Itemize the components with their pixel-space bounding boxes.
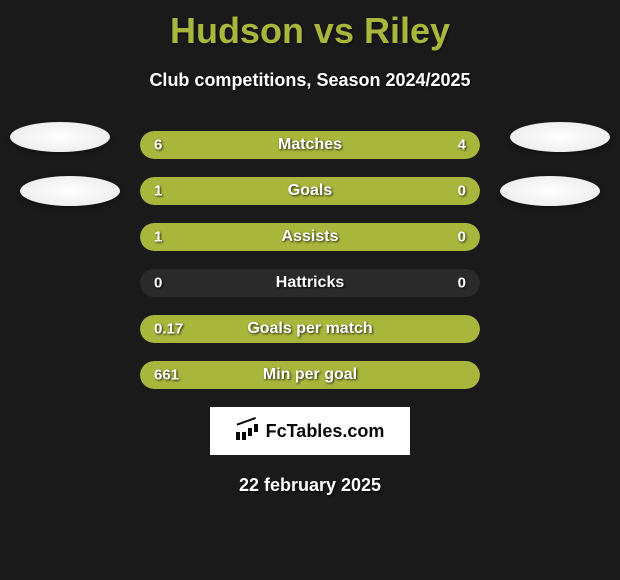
stat-value-left: 661: [154, 367, 179, 384]
chart-icon: [236, 422, 260, 440]
stat-fill-right: [402, 177, 480, 205]
stat-bar: 1 Goals 0: [140, 177, 480, 205]
player-left-badge-2: [20, 176, 120, 206]
player-right-badge-2: [500, 176, 600, 206]
brand-logo: FcTables.com: [210, 407, 410, 455]
stat-bar: 6 Matches 4: [140, 131, 480, 159]
stat-value-left: 0: [154, 275, 162, 292]
stat-label: Assists: [282, 228, 339, 246]
stat-value-right: 0: [458, 229, 466, 246]
player-right-badge-1: [510, 122, 610, 152]
stat-value-left: 0.17: [154, 321, 183, 338]
stat-label: Goals: [288, 182, 332, 200]
stat-label: Matches: [278, 136, 342, 154]
brand-text: FcTables.com: [266, 421, 385, 442]
stat-fill-left: [140, 223, 402, 251]
stat-label: Hattricks: [276, 274, 344, 292]
date-label: 22 february 2025: [0, 475, 620, 496]
player-left-badge-1: [10, 122, 110, 152]
stat-value-right: 4: [458, 137, 466, 154]
stat-bar: 0 Hattricks 0: [140, 269, 480, 297]
stat-bar: 0.17 Goals per match: [140, 315, 480, 343]
stat-value-right: 0: [458, 275, 466, 292]
stat-fill-left: [140, 177, 402, 205]
stat-value-left: 1: [154, 229, 162, 246]
stat-value-left: 6: [154, 137, 162, 154]
stat-value-left: 1: [154, 183, 162, 200]
stat-label: Min per goal: [263, 366, 357, 384]
stats-container: 6 Matches 4 1 Goals 0 1 Assists 0 0 Hattricks 0 0.17…: [140, 131, 480, 389]
stat-value-right: 0: [458, 183, 466, 200]
stat-fill-right: [402, 223, 480, 251]
stat-label: Goals per match: [247, 320, 372, 338]
page-title: Hudson vs Riley: [0, 0, 620, 52]
stat-bar: 661 Min per goal: [140, 361, 480, 389]
stat-bar: 1 Assists 0: [140, 223, 480, 251]
subtitle: Club competitions, Season 2024/2025: [0, 70, 620, 91]
